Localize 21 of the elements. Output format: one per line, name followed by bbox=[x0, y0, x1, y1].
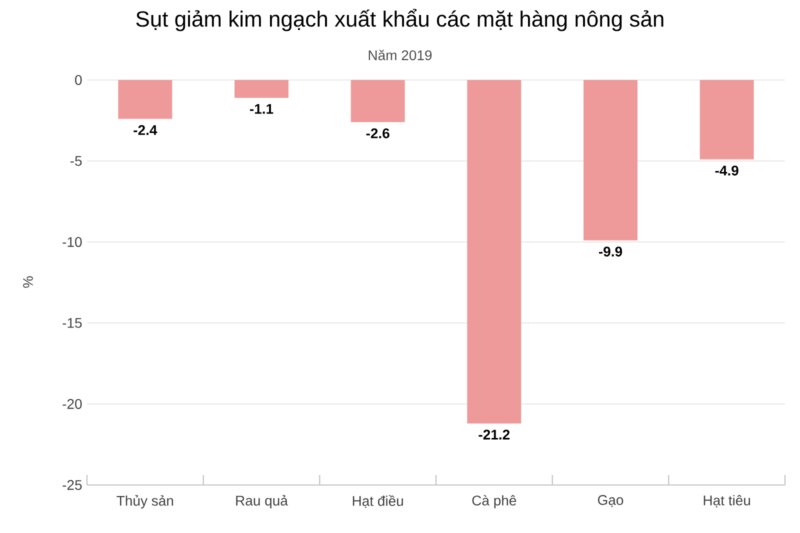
y-tick-label: -20 bbox=[62, 399, 82, 409]
x-tick-label: Gạo bbox=[598, 495, 624, 507]
chart-title: Sụt giảm kim ngạch xuất khẩu các mặt hàng nông sản bbox=[136, 8, 664, 32]
data-label: -2.6 bbox=[366, 128, 390, 138]
y-tick-label: -5 bbox=[70, 156, 82, 166]
y-tick-label: -15 bbox=[62, 318, 82, 328]
y-tick-label: -10 bbox=[62, 237, 82, 247]
y-tick-label: 0 bbox=[75, 75, 82, 85]
x-tick-label: Thủy sản bbox=[116, 495, 174, 509]
x-tick-label: Cà phê bbox=[472, 495, 516, 508]
data-label: -2.4 bbox=[134, 125, 158, 135]
chart-subtitle: Năm 2019 bbox=[368, 50, 432, 60]
data-label: -4.9 bbox=[715, 166, 738, 176]
x-tick-label: Hạt điều bbox=[352, 495, 403, 508]
y-tick-label: -25 bbox=[62, 480, 82, 490]
x-tick-label: Rau quả bbox=[236, 495, 288, 508]
data-label: -1.1 bbox=[250, 104, 274, 114]
x-tick-label: Hạt tiêu bbox=[704, 495, 750, 508]
data-label: -9.9 bbox=[598, 246, 622, 257]
y-axis-title: % bbox=[23, 276, 33, 288]
data-label: -21.2 bbox=[478, 430, 510, 440]
